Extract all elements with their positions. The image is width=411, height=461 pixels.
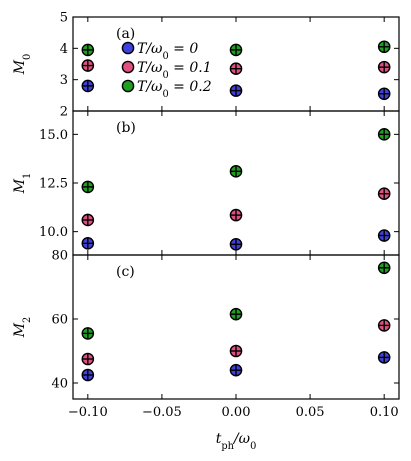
legend-label: T/ω0 = 0.1 [137, 60, 212, 81]
legend-label: T/ω0 = 0.2 [137, 79, 212, 100]
panel-label: (c) [116, 264, 135, 280]
x-axis-label: tph/ω0 [216, 431, 257, 452]
legend-entry: T/ω0 = 0 [121, 41, 198, 62]
data-point [229, 43, 243, 57]
legend-entry: T/ω0 = 0.1 [121, 60, 212, 81]
data-point [229, 237, 243, 251]
data-point [81, 237, 95, 250]
x-tick-label: 0.00 [222, 405, 251, 420]
legend: T/ω0 = 0T/ω0 = 0.1T/ω0 = 0.2 [121, 41, 212, 100]
panel-b: 10.0 12.5 15.0 M1 (b) [12, 110, 400, 256]
data-point [81, 43, 95, 57]
x-tick-label: −0.05 [142, 405, 182, 420]
panel-c: 40 60 80 M2 (c) [12, 249, 400, 400]
data-point [81, 180, 95, 194]
data-point [377, 60, 391, 74]
data-point [81, 59, 95, 72]
data-point [81, 327, 95, 340]
data-point [229, 62, 243, 75]
data-point [229, 344, 243, 358]
legend-marker [121, 79, 135, 93]
data-point [377, 351, 391, 364]
y-tick-label: 5 [60, 11, 68, 26]
x-tick-label: −0.10 [68, 405, 108, 420]
data-point [81, 79, 95, 93]
y-axis-label: M0 [12, 54, 33, 76]
y-axis-label: M2 [12, 317, 33, 339]
data-point [81, 352, 95, 366]
y-axis-label: M1 [12, 173, 33, 195]
data-point [229, 84, 243, 97]
y-tick-label: 60 [51, 313, 68, 328]
data-point [229, 165, 243, 178]
data-point [377, 187, 391, 201]
legend-marker [121, 60, 135, 74]
y-tick-label: 40 [51, 377, 68, 392]
data-point [229, 208, 243, 222]
data-point [229, 363, 243, 377]
legend-entry: T/ω0 = 0.2 [121, 79, 212, 100]
legend-label: T/ω0 = 0 [137, 41, 198, 62]
y-tick-label: 10.0 [39, 225, 68, 240]
data-point [81, 368, 95, 382]
y-tick-label: 4 [60, 42, 68, 57]
data-point [81, 213, 95, 227]
y-tick-label: 80 [51, 249, 68, 264]
data-point [377, 319, 391, 332]
panel-label: (a) [116, 26, 135, 42]
y-tick-label: 2 [60, 105, 68, 120]
data-point [229, 307, 243, 321]
data-point [377, 128, 391, 141]
y-tick-label: 15.0 [39, 128, 68, 143]
legend-marker [121, 41, 135, 55]
panel-label: (b) [116, 120, 136, 136]
panel-a: 2 3 4 5 M0 (a) [12, 11, 400, 120]
data-point [377, 261, 391, 275]
data-point [377, 229, 391, 242]
y-tick-label: 3 [60, 73, 68, 88]
x-tick-label: 0.10 [370, 405, 399, 420]
x-tick-label: 0.05 [296, 405, 325, 420]
data-point [377, 40, 391, 54]
data-point [377, 87, 391, 101]
y-tick-label: 12.5 [39, 177, 68, 192]
